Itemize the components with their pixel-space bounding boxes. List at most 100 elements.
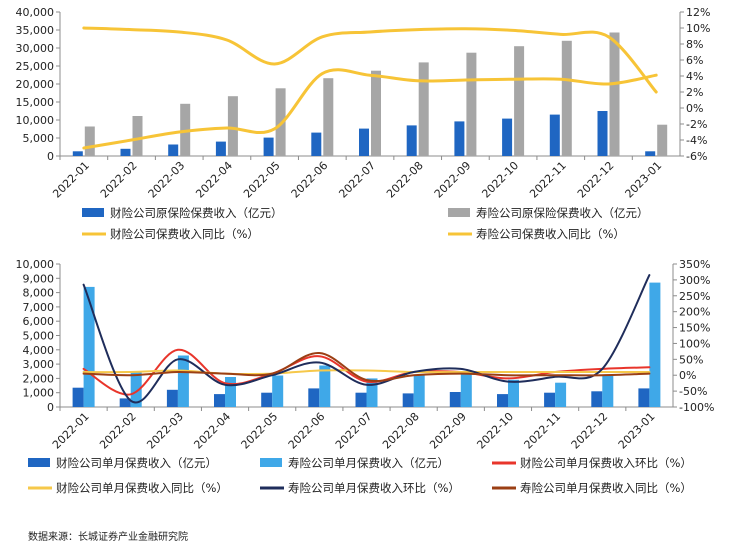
bar [225,377,236,407]
x-tick-label: 2022-09 [427,410,469,452]
bar [263,137,274,156]
bar [549,114,560,156]
left-tick-label: 3,000 [23,358,55,371]
bar [120,148,131,156]
bar [418,62,429,156]
x-tick-label: 2022-07 [333,410,375,452]
series-line [82,369,651,376]
legend-label: 寿险公司单月保费收入同比（%） [520,481,692,495]
bar [649,282,661,407]
right-tick-label: 2% [686,86,703,99]
bar [514,46,525,157]
x-tick-label: 2022-08 [384,159,426,201]
series-line [82,68,658,150]
bar [168,144,179,156]
left-tick-label: 0 [47,150,54,163]
right-tick-label: 6% [686,54,703,67]
x-tick-label: 2023-01 [623,159,665,201]
left-tick-label: 20,000 [16,78,55,91]
bar [83,286,95,407]
legend-label: 寿险公司原保险保费收入（亿元） [476,206,649,220]
x-tick-label: 2022-11 [527,159,569,201]
x-tick-label: 2022-02 [98,159,140,201]
bar [460,371,472,408]
left-tick-label: 30,000 [16,42,55,55]
legend-label: 寿险公司保费收入同比（%） [476,227,625,241]
left-tick-label: 0 [47,401,54,414]
x-tick-label: 2022-12 [575,159,617,201]
bar [454,121,465,156]
legend-label: 寿险公司单月保费收入（亿元） [288,456,449,470]
right-tick-label: 10% [686,22,710,35]
x-tick-label: 2022-09 [432,159,474,201]
right-tick-label: 12% [686,6,710,19]
right-tick-label: -100% [679,401,714,414]
x-tick-label: 2022-07 [336,159,378,201]
legend-label: 财险公司单月保费收入同比（%） [56,481,228,495]
x-tick-label: 2022-04 [191,410,233,452]
bar [119,398,131,407]
bar [413,375,425,407]
left-tick-label: 25,000 [16,60,55,73]
x-tick-label: 2022-12 [569,410,611,452]
bar [609,32,620,156]
x-tick-label: 2022-10 [474,410,516,452]
bar [645,151,656,156]
x-tick-label: 2022-04 [193,159,235,201]
right-tick-label: 0% [686,102,703,115]
legend-label: 财险公司原保险保费收入（亿元） [110,206,283,220]
bar [366,378,378,407]
x-tick-label: 2022-02 [97,410,139,452]
x-tick-label: 2022-08 [380,410,422,452]
left-tick-label: 10,000 [16,258,55,271]
bar [215,141,226,156]
left-tick-label: 5,000 [23,132,55,145]
legend-label: 财险公司保费收入同比（%） [110,227,259,241]
bar [597,111,608,156]
bar [561,40,572,156]
bar [130,371,142,408]
x-tick-label: 2022-03 [144,410,186,452]
bar [227,96,238,156]
bar [638,388,650,407]
left-tick-label: 1,000 [23,387,55,400]
bar [544,392,556,407]
bar [406,125,417,156]
bar [449,392,461,407]
right-tick-label: 150% [679,322,710,335]
bar [371,70,381,156]
series-line [82,26,658,94]
left-tick-label: 4,000 [23,344,55,357]
left-tick-label: 9,000 [23,272,55,285]
bar [323,78,334,156]
right-tick-label: 0% [679,369,696,382]
legend-label: 寿险公司单月保费收入环比（%） [288,481,460,495]
legend-swatch [28,458,50,467]
bar [555,382,567,407]
chart-top: 0 5,000 10,000 15,000 20,000 25,000 30,000 35,0… [16,6,711,241]
x-tick-label: 2023-01 [616,410,658,452]
right-tick-label: 4% [686,70,703,83]
x-tick-label: 2022-01 [50,410,92,452]
left-tick-label: 15,000 [16,96,55,109]
right-tick-label: -2% [686,118,707,131]
left-tick-label: 5,000 [23,330,55,343]
bar [402,393,414,407]
left-tick-label: 35,000 [16,24,55,37]
right-tick-label: -6% [686,150,707,163]
source-note: 数据来源：长城证券产业金融研究院 [28,532,188,543]
right-tick-label: 50% [679,353,703,366]
right-tick-label: 300% [679,274,710,287]
x-tick-label: 2022-05 [241,159,283,201]
left-tick-label: 2,000 [23,372,55,385]
bar [359,128,369,156]
legend-label: 财险公司单月保费收入（亿元） [56,456,217,470]
bar [502,118,513,156]
bar [319,365,331,407]
left-tick-label: 6,000 [23,315,55,328]
x-tick-label: 2022-10 [480,159,522,201]
bar [72,387,84,407]
right-tick-label: -4% [686,134,707,147]
